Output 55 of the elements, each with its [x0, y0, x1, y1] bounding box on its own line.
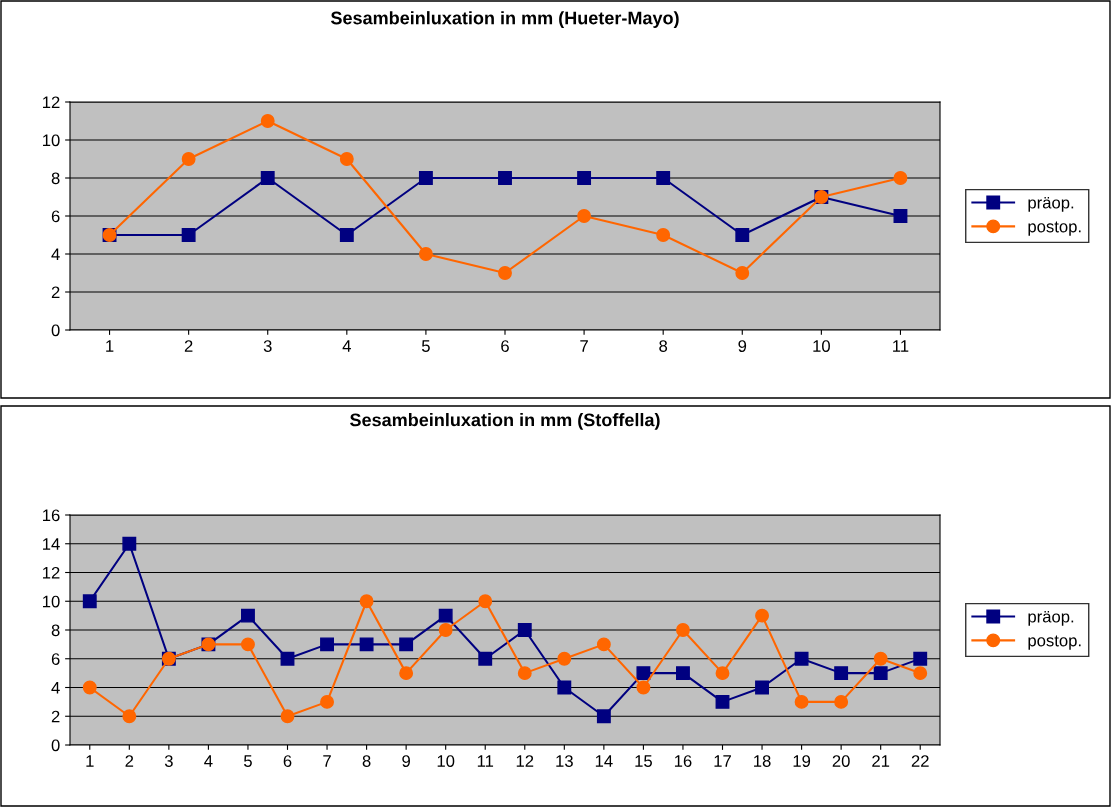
y-tick-label: 8 — [51, 624, 60, 637]
x-tick-label: 1 — [106, 340, 114, 352]
y-tick-label: 4 — [51, 682, 60, 694]
chart-title: Sesambeinluxation in mm (Hueter-Mayo) — [330, 11, 679, 28]
x-tick-label: 6 — [501, 340, 509, 352]
y-tick-label: 8 — [51, 172, 60, 185]
y-tick-label: 4 — [51, 248, 60, 261]
x-tick-label: 4 — [204, 755, 213, 767]
x-tick-label: 18 — [754, 755, 771, 767]
x-tick-label: 16 — [674, 755, 692, 767]
x-tick-label: 1 — [86, 755, 94, 767]
y-tick-label: 6 — [51, 210, 60, 223]
x-tick-label: 13 — [556, 755, 573, 767]
x-tick-label: 10 — [437, 755, 455, 767]
x-tick-label: 8 — [659, 340, 668, 352]
x-tick-label: 15 — [635, 755, 652, 767]
y-tick-label: 14 — [43, 538, 60, 550]
x-tick-label: 4 — [342, 340, 351, 352]
x-tick-label: 9 — [738, 340, 747, 352]
x-tick-label: 12 — [516, 755, 534, 767]
x-tick-label: 3 — [263, 340, 272, 352]
x-tick-label: 7 — [580, 340, 588, 352]
legend-label: präop. — [1028, 196, 1074, 212]
y-tick-label: 2 — [51, 710, 60, 723]
legend-label: postop. — [1028, 221, 1081, 236]
x-tick-label: 9 — [402, 755, 410, 767]
y-tick-label: 6 — [51, 653, 60, 665]
legend-label: präop. — [1028, 610, 1074, 626]
x-tick-label: 7 — [323, 755, 331, 767]
chart-title: Sesambeinluxation in mm (Stoffella) — [350, 413, 660, 430]
x-tick-label: 11 — [893, 340, 909, 352]
x-tick-label: 21 — [872, 755, 890, 767]
y-tick-label: 10 — [43, 595, 60, 608]
x-tick-label: 5 — [243, 755, 252, 767]
x-tick-label: 11 — [477, 755, 494, 767]
x-tick-label: 2 — [125, 755, 134, 767]
x-tick-label: 3 — [164, 755, 173, 767]
y-tick-label: 2 — [51, 286, 60, 299]
y-tick-label: 10 — [43, 134, 60, 147]
legend-label: postop. — [1028, 635, 1081, 650]
y-tick-label: 12 — [43, 96, 60, 109]
x-tick-label: 22 — [911, 755, 929, 767]
y-tick-label: 12 — [43, 566, 60, 579]
y-tick-label: 0 — [51, 739, 60, 752]
x-tick-label: 20 — [832, 755, 850, 767]
y-tick-label: 0 — [51, 324, 60, 337]
x-tick-label: 6 — [283, 755, 292, 767]
x-tick-label: 17 — [714, 755, 731, 767]
x-tick-label: 2 — [184, 340, 193, 352]
x-tick-label: 8 — [362, 755, 371, 767]
x-tick-label: 19 — [793, 755, 811, 767]
x-tick-label: 5 — [421, 340, 430, 352]
y-tick-label: 16 — [43, 509, 60, 522]
x-tick-label: 14 — [595, 755, 613, 767]
x-tick-label: 10 — [813, 340, 830, 352]
